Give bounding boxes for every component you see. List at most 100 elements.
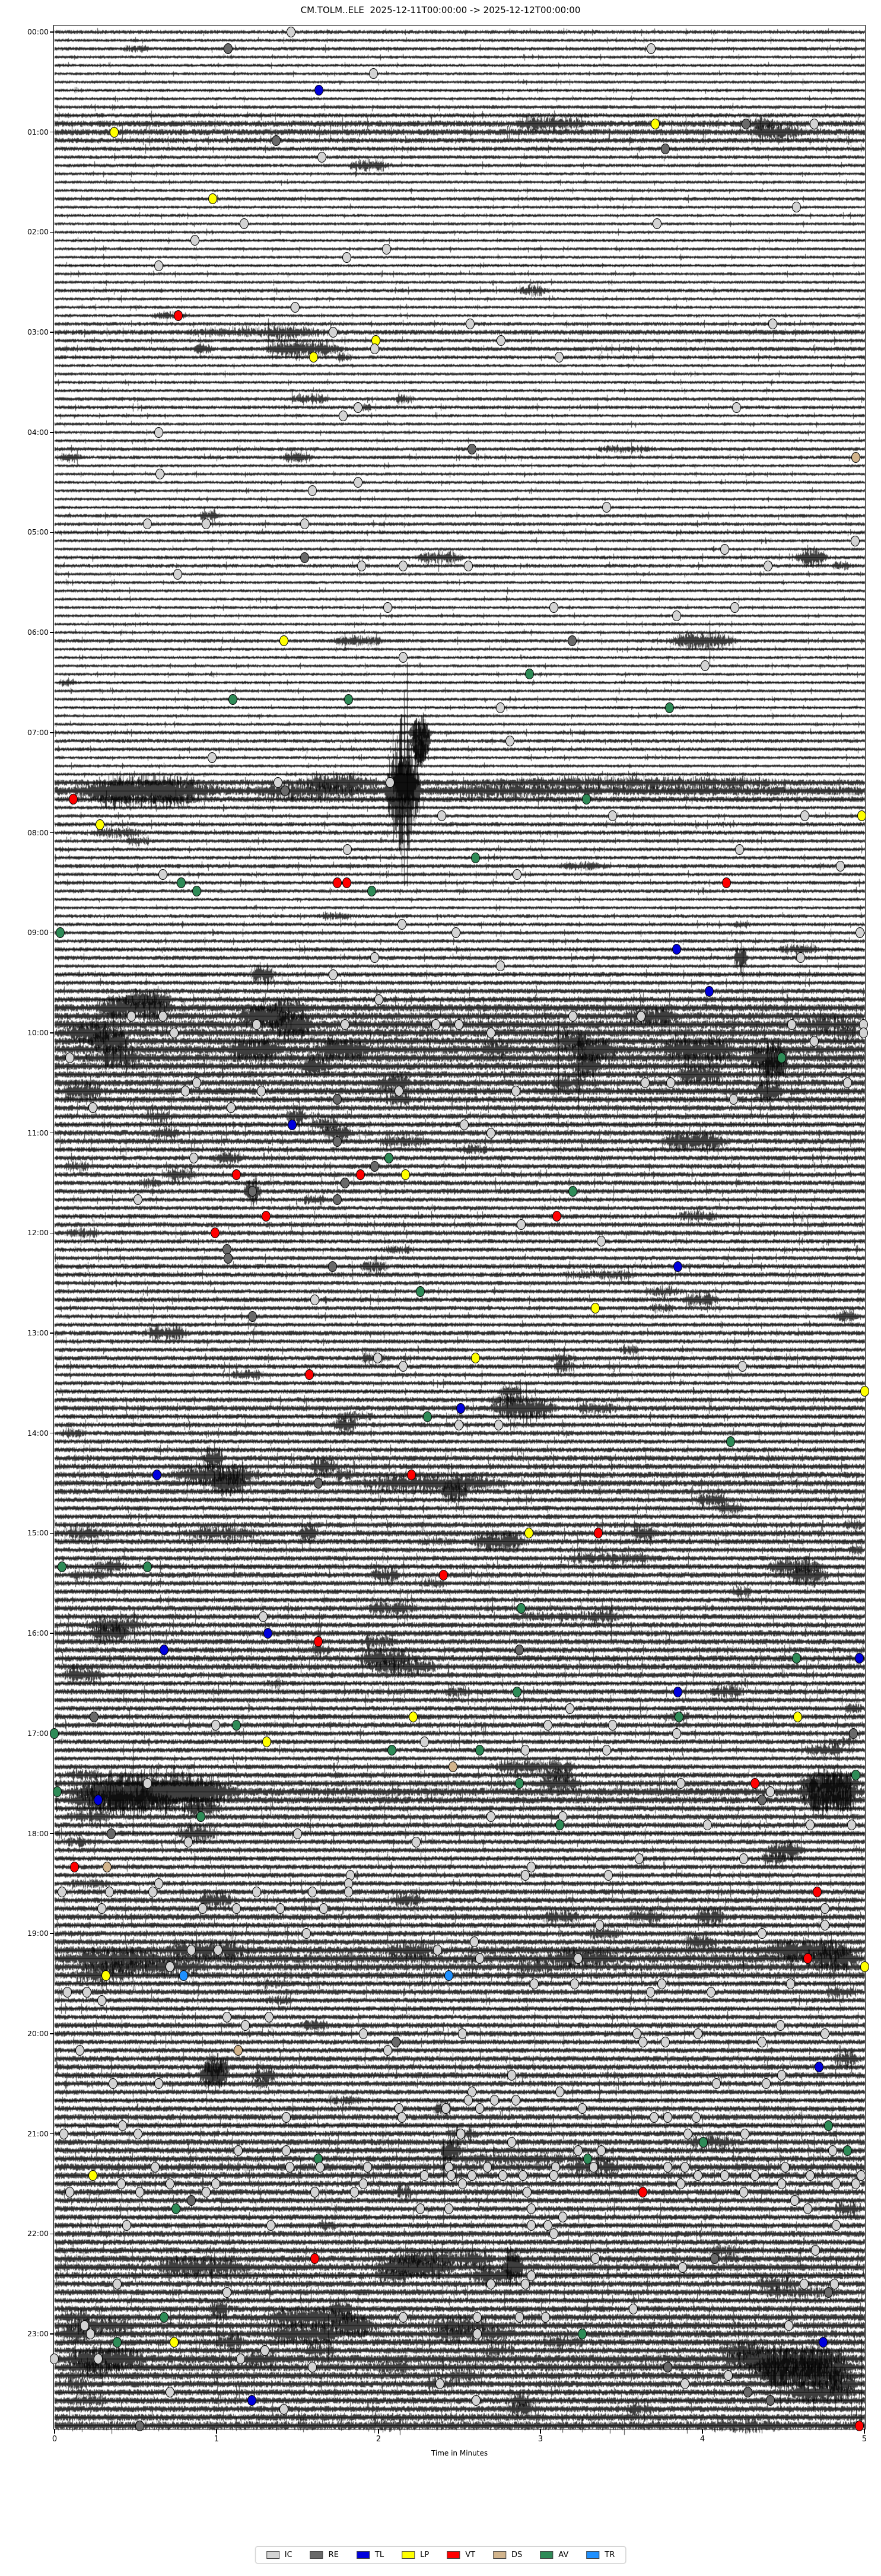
event-marker-RE[interactable] <box>300 552 309 563</box>
event-marker-AV[interactable] <box>524 669 534 680</box>
event-marker-IC[interactable] <box>317 151 326 163</box>
event-marker-IC[interactable] <box>307 2362 317 2373</box>
event-marker-AV[interactable] <box>415 1286 425 1297</box>
event-marker-IC[interactable] <box>496 335 505 346</box>
event-marker-IC[interactable] <box>370 952 379 963</box>
event-marker-IC[interactable] <box>652 218 661 230</box>
event-marker-IC[interactable] <box>511 2095 520 2106</box>
event-marker-IC[interactable] <box>505 735 514 746</box>
event-marker-IC[interactable] <box>97 1903 106 1914</box>
event-marker-AV[interactable] <box>577 2329 587 2339</box>
event-marker-IC[interactable] <box>660 2036 670 2047</box>
event-marker-IC[interactable] <box>258 1611 268 1623</box>
event-marker-IC[interactable] <box>693 2170 702 2181</box>
event-marker-TL[interactable] <box>314 85 323 96</box>
event-marker-IC[interactable] <box>472 2311 482 2323</box>
event-marker-IC[interactable] <box>638 2036 647 2047</box>
event-marker-IC[interactable] <box>565 1703 574 1714</box>
event-marker-IC[interactable] <box>589 2161 598 2173</box>
event-marker-VT[interactable] <box>854 2420 864 2431</box>
event-marker-TL[interactable] <box>704 985 714 997</box>
event-marker-IC[interactable] <box>310 1294 319 1305</box>
event-marker-AV[interactable] <box>171 2203 180 2215</box>
event-marker-IC[interactable] <box>720 543 729 555</box>
event-marker-IC[interactable] <box>603 1869 613 1881</box>
event-marker-IC[interactable] <box>108 2078 117 2090</box>
event-marker-IC[interactable] <box>222 2011 231 2022</box>
event-marker-IC[interactable] <box>472 2329 482 2339</box>
event-marker-IC[interactable] <box>514 2311 524 2323</box>
event-marker-IC[interactable] <box>680 2378 689 2390</box>
event-marker-IC[interactable] <box>809 1036 819 1047</box>
event-marker-IC[interactable] <box>507 2136 516 2148</box>
event-marker-IC[interactable] <box>678 2262 687 2273</box>
event-marker-IC[interactable] <box>211 1719 220 1731</box>
event-marker-IC[interactable] <box>761 2078 771 2090</box>
event-marker-IC[interactable] <box>693 2028 702 2039</box>
event-marker-AV[interactable] <box>777 1052 786 1064</box>
event-marker-IC[interactable] <box>307 1886 317 1897</box>
event-marker-IC[interactable] <box>700 660 710 672</box>
event-marker-AV[interactable] <box>176 877 186 888</box>
event-marker-IC[interactable] <box>150 2161 160 2173</box>
event-marker-IC[interactable] <box>122 2220 131 2231</box>
event-marker-IC[interactable] <box>432 1945 442 1956</box>
event-marker-IC[interactable] <box>431 1019 440 1030</box>
event-marker-IC[interactable] <box>847 1820 856 1831</box>
event-marker-IC[interactable] <box>154 260 163 271</box>
event-marker-AV[interactable] <box>583 2153 592 2164</box>
event-marker-IC[interactable] <box>88 1102 97 1114</box>
event-marker-IC[interactable] <box>850 535 860 546</box>
event-marker-IC[interactable] <box>646 43 656 55</box>
event-marker-IC[interactable] <box>657 1978 666 1989</box>
event-marker-AV[interactable] <box>555 1820 564 1831</box>
event-marker-IC[interactable] <box>189 1152 198 1163</box>
event-marker-IC[interactable] <box>437 810 446 822</box>
event-marker-IC[interactable] <box>543 1719 552 1731</box>
event-marker-IC[interactable] <box>104 1886 114 1897</box>
event-marker-IC[interactable] <box>734 844 744 855</box>
event-marker-IC[interactable] <box>851 2178 860 2189</box>
event-marker-IC[interactable] <box>791 202 801 213</box>
event-marker-VT[interactable] <box>304 1369 314 1381</box>
event-marker-VT[interactable] <box>310 2253 319 2265</box>
event-marker-AV[interactable] <box>516 1602 526 1614</box>
event-marker-IC[interactable] <box>543 2220 552 2231</box>
event-marker-IC[interactable] <box>275 1903 285 1914</box>
event-marker-IC[interactable] <box>198 1903 207 1914</box>
event-marker-AV[interactable] <box>514 1778 524 1789</box>
event-marker-IC[interactable] <box>463 560 473 571</box>
event-marker-IC[interactable] <box>596 2145 606 2156</box>
event-marker-IC[interactable] <box>486 1127 495 1138</box>
event-marker-IC[interactable] <box>640 1077 650 1089</box>
event-marker-IC[interactable] <box>300 519 309 530</box>
event-marker-RE[interactable] <box>332 1136 342 1147</box>
event-marker-IC[interactable] <box>415 2203 425 2215</box>
event-marker-VT[interactable] <box>638 2187 647 2198</box>
event-marker-IC[interactable] <box>353 477 362 488</box>
event-marker-IC[interactable] <box>358 2028 368 2039</box>
event-marker-IC[interactable] <box>256 1086 266 1097</box>
event-marker-AV[interactable] <box>475 1744 484 1756</box>
event-marker-RE[interactable] <box>757 1795 766 1806</box>
event-marker-IC[interactable] <box>680 2161 689 2173</box>
event-marker-IC[interactable] <box>398 560 408 571</box>
event-marker-IC[interactable] <box>290 301 300 313</box>
event-marker-IC[interactable] <box>796 952 805 963</box>
event-marker-IC[interactable] <box>154 2078 163 2090</box>
event-marker-IC[interactable] <box>374 994 383 1005</box>
event-marker-DS[interactable] <box>448 1761 457 1773</box>
event-marker-RE[interactable] <box>332 1094 342 1105</box>
event-marker-IC[interactable] <box>370 344 379 355</box>
event-marker-VT[interactable] <box>261 1211 271 1222</box>
event-marker-IC[interactable] <box>158 869 167 880</box>
event-marker-IC[interactable] <box>507 2070 516 2081</box>
event-marker-RE[interactable] <box>327 1261 337 1272</box>
event-marker-RE[interactable] <box>186 2195 196 2206</box>
event-marker-DS[interactable] <box>233 2045 243 2056</box>
event-marker-IC[interactable] <box>516 1219 526 1230</box>
event-marker-IC[interactable] <box>730 602 739 613</box>
event-marker-IC[interactable] <box>82 1986 91 1998</box>
event-marker-IC[interactable] <box>252 1886 261 1897</box>
event-marker-IC[interactable] <box>349 2187 359 2198</box>
